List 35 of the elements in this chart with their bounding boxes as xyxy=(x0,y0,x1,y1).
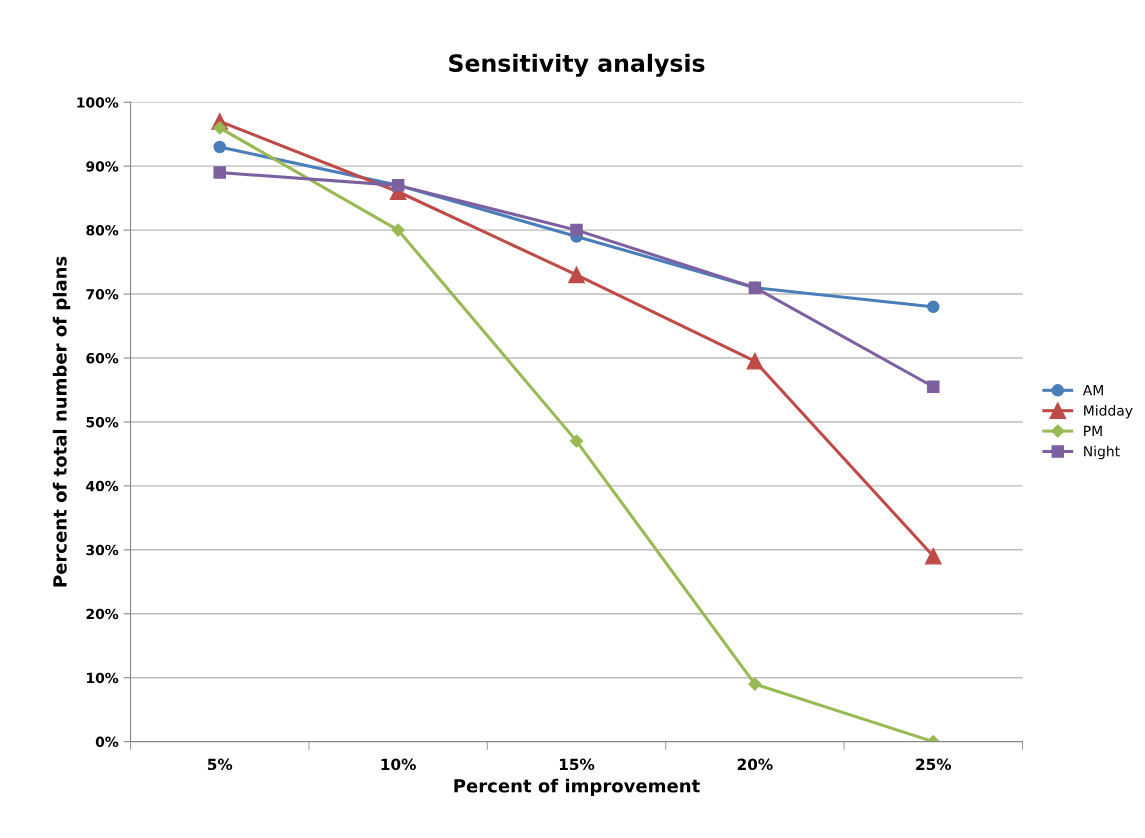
x-tick-label: 10% xyxy=(381,758,416,771)
point xyxy=(927,380,940,394)
point xyxy=(568,266,585,284)
point xyxy=(570,223,583,237)
point xyxy=(569,434,584,448)
x-axis-title: Percent of improvement xyxy=(454,778,700,797)
y-tick-label: 80% xyxy=(86,225,119,236)
y-tick-label: 60% xyxy=(86,352,119,364)
legend-label: Night xyxy=(1084,445,1120,460)
y-tick-label: 100% xyxy=(77,97,119,108)
point xyxy=(746,352,764,370)
legend-label: PM xyxy=(1084,425,1102,436)
legend-label: Midday xyxy=(1084,405,1133,419)
point xyxy=(391,223,405,237)
point xyxy=(748,677,762,691)
x-tick-label: 15% xyxy=(559,758,595,771)
y-tick-label: 50% xyxy=(86,416,119,428)
point xyxy=(927,300,940,314)
y-tick-label: 30% xyxy=(86,544,119,556)
y-tick-label: 40% xyxy=(86,480,119,492)
point xyxy=(213,121,227,135)
x-tick-label: 20% xyxy=(737,758,773,771)
y-tick-label: 20% xyxy=(86,608,119,620)
legend-label: AM xyxy=(1082,385,1103,396)
point xyxy=(924,547,942,565)
y-tick-label: 10% xyxy=(87,672,119,684)
chart-title: Sensitivity analysis xyxy=(449,53,705,77)
x-tick-label: 25% xyxy=(916,758,952,771)
y-tick-label: 90% xyxy=(86,161,119,172)
x-tick-label: 5% xyxy=(207,758,233,771)
y-tick-label: 0% xyxy=(95,736,119,748)
y-tick-label: 70% xyxy=(86,289,119,300)
point xyxy=(213,140,226,154)
point xyxy=(213,166,226,179)
y-axis-title: Percent of total number of plans xyxy=(52,256,71,587)
